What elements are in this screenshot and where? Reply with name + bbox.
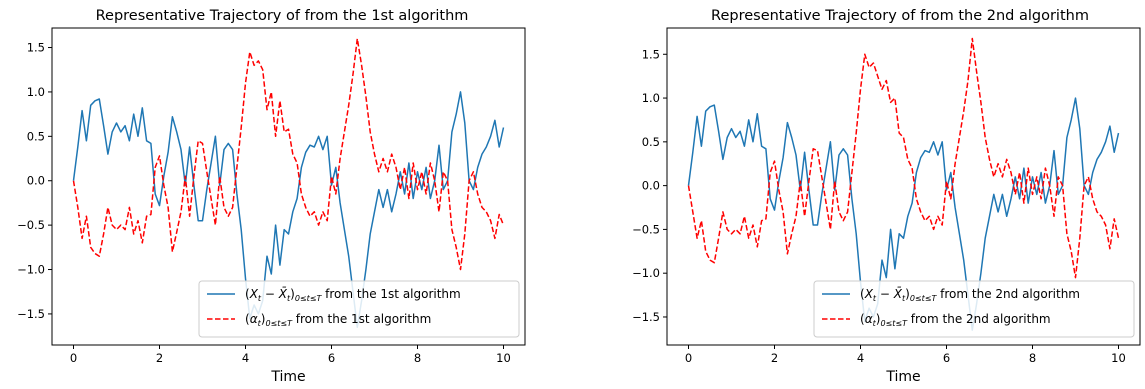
y-tick-label: 1.5 [642, 47, 660, 61]
y-tick-label: 0.5 [27, 129, 45, 143]
y-tick-label: −1.5 [632, 310, 660, 324]
x-tick-label: 8 [414, 351, 421, 365]
chart-title: Representative Trajectory of from the 2n… [711, 8, 1089, 24]
y-tick-label: 0.5 [642, 135, 660, 149]
legend-label: (Xt − X̄t)0≤t≤T from the 1st algorithm [245, 287, 461, 303]
chart-title: Representative Trajectory of from the 1s… [96, 8, 469, 24]
legend-label: (Xt − X̄t)0≤t≤T from the 2nd algorithm [860, 287, 1080, 303]
x-tick-label: 10 [1111, 351, 1126, 365]
series-line-x-deviation [687, 97, 1120, 331]
y-tick-label: 0.0 [642, 179, 660, 193]
y-tick-label: 1.0 [27, 85, 45, 99]
x-tick-label: 6 [943, 351, 950, 365]
y-tick-label: 1.0 [642, 91, 660, 105]
x-tick-label: 0 [70, 351, 77, 365]
x-tick-label: 8 [1029, 351, 1036, 365]
chart-1st-algorithm: Representative Trajectory of from the 1s… [17, 8, 526, 385]
legend-label: (αt)0≤t≤T from the 1st algorithm [245, 312, 431, 328]
legend-box [813, 280, 1135, 338]
y-tick-label: −1.5 [17, 307, 45, 321]
x-tick-label: 4 [242, 351, 249, 365]
x-tick-label: 0 [685, 351, 692, 365]
x-tick-label: 10 [496, 351, 511, 365]
y-tick-label: −0.5 [632, 222, 660, 236]
x-axis-label: Time [885, 369, 920, 385]
legend-box [198, 280, 520, 338]
series-line-alpha [72, 37, 505, 271]
y-tick-label: 1.5 [27, 41, 45, 55]
y-tick-label: 0.0 [27, 174, 45, 188]
series-line-x-deviation [72, 91, 505, 328]
plot-frame [666, 27, 1141, 346]
legend: (Xt − X̄t)0≤t≤T from the 2nd algorithm (α… [813, 280, 1135, 338]
series-line-alpha [687, 37, 1120, 279]
y-tick-label: −1.0 [17, 263, 45, 277]
x-axis-label: Time [270, 369, 305, 385]
chart-2nd-algorithm: Representative Trajectory of from the 2n… [632, 8, 1141, 385]
y-tick-label: −0.5 [17, 218, 45, 232]
y-tick-label: −1.0 [632, 266, 660, 280]
x-tick-label: 2 [771, 351, 778, 365]
x-tick-label: 4 [857, 351, 864, 365]
x-tick-label: 2 [156, 351, 163, 365]
legend-label: (αt)0≤t≤T from the 2nd algorithm [860, 312, 1051, 328]
legend: (Xt − X̄t)0≤t≤T from the 1st algorithm (α… [198, 280, 520, 338]
x-tick-label: 6 [328, 351, 335, 365]
plot-frame [51, 27, 526, 346]
